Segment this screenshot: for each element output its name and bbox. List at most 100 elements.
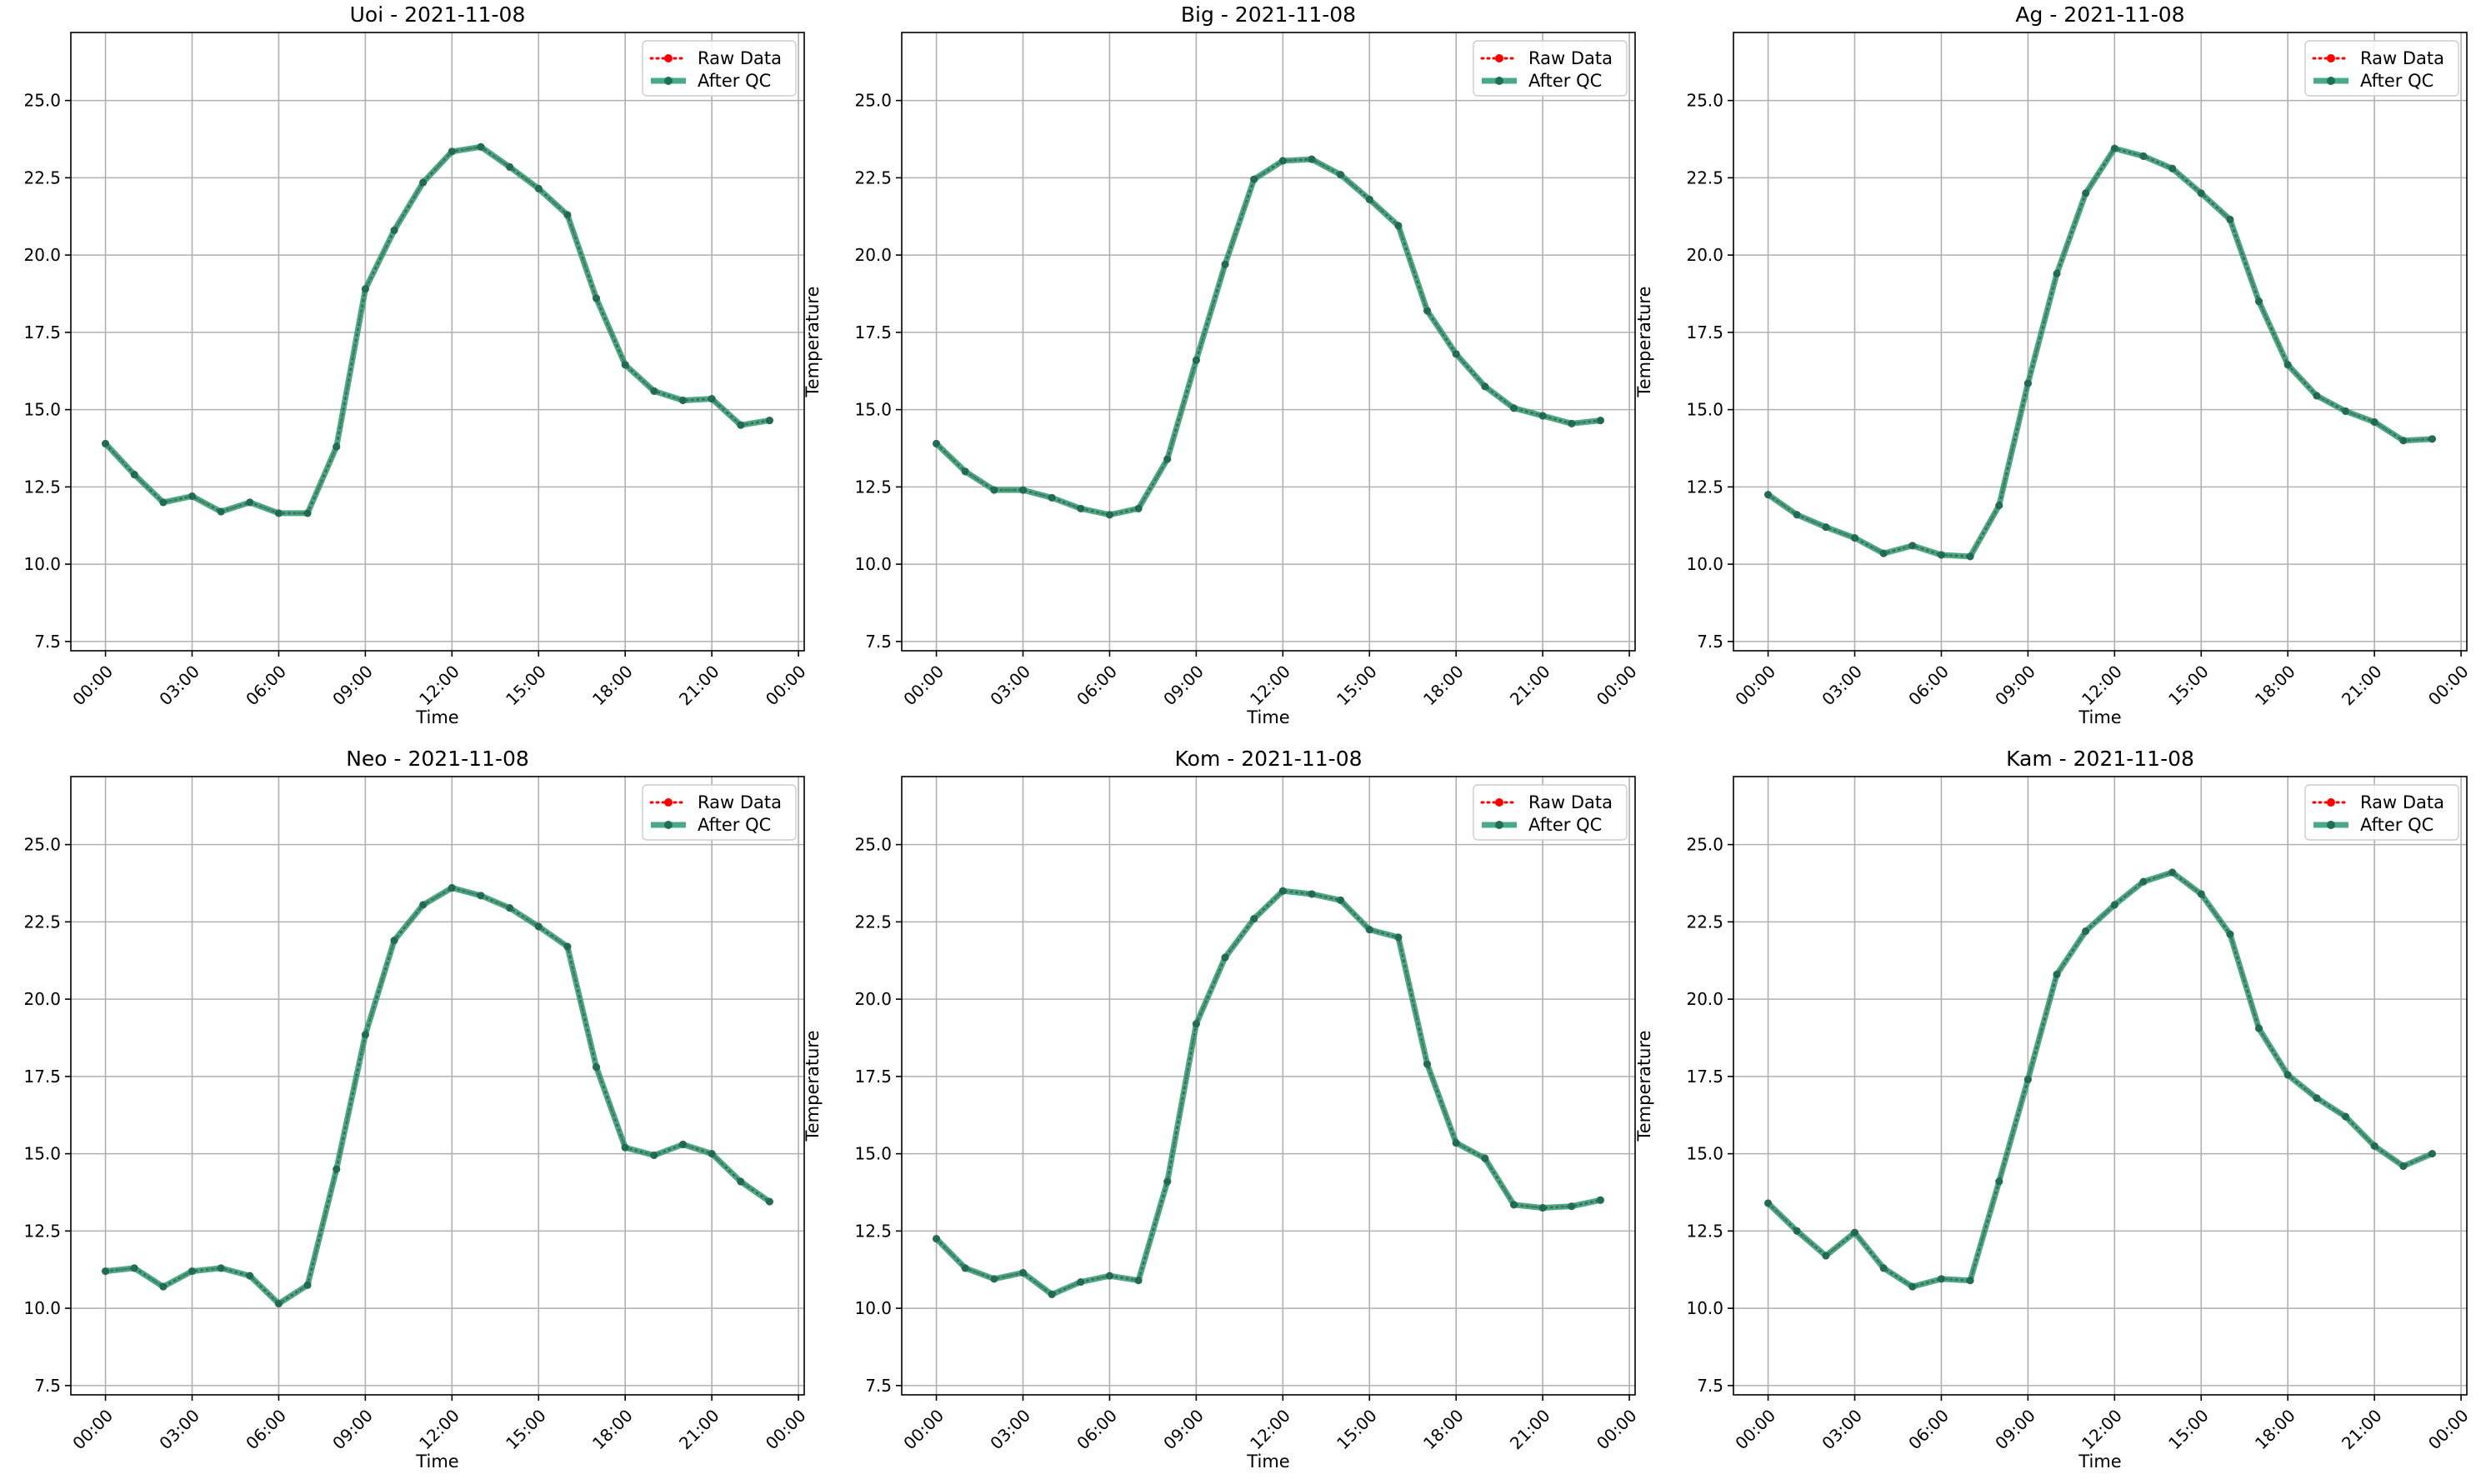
after-qc-point: [1077, 1278, 1085, 1287]
plot-area: [71, 777, 804, 1395]
y-axis-label: Temperature: [1634, 1030, 1654, 1142]
legend-label-raw-data: Raw Data: [2360, 48, 2444, 68]
subplot-title: Kam - 2021-11-08: [2006, 747, 2194, 771]
x-axis-label: Time: [415, 1452, 458, 1472]
after-qc-point: [333, 442, 341, 451]
y-tick-label: 7.5: [865, 632, 892, 652]
y-tick-label: 17.5: [854, 322, 892, 342]
after-qc-point: [1221, 953, 1229, 962]
after-qc-point: [2197, 890, 2205, 898]
x-tick-label: 06:00: [1073, 1406, 1121, 1454]
series-overlay-dots: [935, 890, 1601, 1296]
y-tick-label: 10.0: [854, 554, 892, 574]
legend-marker-after-qc: [2327, 77, 2335, 85]
y-tick-label: 15.0: [23, 400, 61, 420]
x-tick-label: 12:00: [2078, 662, 2126, 710]
y-tick-label: 25.0: [1686, 91, 1723, 111]
plot-area: [71, 32, 804, 651]
y-tick-label: 25.0: [854, 91, 892, 111]
y-axis-label: Temperature: [803, 1030, 823, 1142]
after-qc-point: [2023, 1076, 2032, 1084]
after-qc-point: [1077, 504, 1085, 512]
y-tick-label: 25.0: [23, 835, 61, 855]
after-qc-point: [990, 486, 998, 494]
x-tick-label: 00:00: [1731, 1406, 1779, 1454]
y-tick-label: 10.0: [1686, 554, 1723, 574]
y-tick-label: 12.5: [854, 1221, 892, 1241]
x-tick-label: 03:00: [1818, 662, 1866, 710]
y-tick-label: 10.0: [23, 554, 61, 574]
x-tick-label: 15:00: [1333, 662, 1381, 710]
x-tick-label: 06:00: [1904, 1406, 1953, 1454]
x-tick-label: 03:00: [155, 662, 203, 710]
axes-frame: [70, 32, 805, 652]
x-tick-label: 15:00: [502, 662, 550, 710]
after-qc-point: [1365, 926, 1373, 934]
axes-frame: [901, 32, 1636, 652]
series-line-after-qc: [1766, 869, 2433, 1290]
y-tick-label: 12.5: [854, 477, 892, 497]
subplot-4: 7.5 10.0 12.5 15.0 17.5 20.0 22.5 25.0 00:00 03:0…: [23, 747, 809, 1472]
after-qc-point: [2197, 189, 2205, 197]
y-tick-label: 17.5: [23, 1067, 61, 1087]
y-tick-label: 15.0: [1686, 400, 1723, 420]
after-qc-point: [1221, 260, 1229, 268]
legend-label-after-qc: After QC: [2360, 815, 2433, 835]
x-tick-label: 15:00: [2164, 1406, 2213, 1454]
x-tick-label: 18:00: [1419, 1406, 1468, 1454]
after-qc-point: [2428, 1150, 2436, 1158]
y-tick-label: 17.5: [23, 322, 61, 342]
y-tick-label: 22.5: [1686, 912, 1723, 932]
after-qc-point: [333, 1165, 341, 1173]
x-axis-label: Time: [1246, 1452, 1289, 1472]
x-tick-label: 09:00: [1159, 662, 1208, 710]
x-tick-label: 12:00: [2078, 1406, 2126, 1454]
axes-frame: [901, 776, 1636, 1396]
subplot-6: 7.5 10.0 12.5 15.0 17.5 20.0 22.5 25.0 00:00 03:0…: [1634, 747, 2473, 1472]
x-tick-label: 00:00: [1593, 1406, 1641, 1454]
legend-label-raw-data: Raw Data: [1528, 48, 1613, 68]
subplot-title: Neo - 2021-11-08: [346, 747, 529, 771]
x-tick-label: 00:00: [2424, 662, 2473, 710]
after-qc-point: [534, 184, 543, 192]
after-qc-point: [448, 884, 456, 892]
x-tick-label: 00:00: [1593, 662, 1641, 710]
after-qc-point: [1822, 1252, 1830, 1260]
after-qc-point: [1134, 1277, 1143, 1285]
after-qc-point: [1995, 1177, 2003, 1186]
subplot-title: Kom - 2021-11-08: [1175, 747, 1363, 771]
after-qc-point: [2053, 970, 2061, 978]
x-tick-label: 21:00: [1506, 662, 1554, 710]
y-tick-label: 12.5: [1686, 477, 1723, 497]
y-tick-label: 15.0: [854, 1144, 892, 1164]
x-tick-label: 21:00: [1506, 1406, 1554, 1454]
x-tick-label: 09:00: [1159, 1406, 1208, 1454]
x-tick-label: 18:00: [588, 1406, 637, 1454]
after-qc-point: [1481, 1154, 1489, 1162]
after-qc-point: [2428, 435, 2436, 443]
subplot-3: 7.5 10.0 12.5 15.0 17.5 20.0 22.5 25.0 00:00 03:0…: [1634, 2, 2473, 727]
after-qc-point: [159, 1282, 168, 1291]
after-qc-point: [2110, 901, 2118, 909]
y-tick-label: 15.0: [23, 1144, 61, 1164]
legend-label-after-qc: After QC: [2360, 71, 2433, 91]
x-tick-label: 15:00: [502, 1406, 550, 1454]
x-tick-label: 00:00: [899, 662, 948, 710]
subplot-title: Uoi - 2021-11-08: [350, 2, 526, 27]
after-qc-point: [1568, 419, 1576, 427]
x-axis-label: Time: [415, 707, 458, 727]
y-tick-label: 7.5: [34, 1376, 61, 1396]
after-qc-point: [2082, 189, 2090, 197]
plot-area: [1733, 32, 2467, 651]
y-tick-label: 15.0: [854, 400, 892, 420]
after-qc-point: [593, 294, 601, 302]
y-tick-label: 7.5: [34, 632, 61, 652]
subplot-2: 7.5 10.0 12.5 15.0 17.5 20.0 22.5 25.0 00:00 03:0…: [803, 2, 1641, 727]
after-qc-point: [303, 509, 312, 517]
legend-label-raw-data: Raw Data: [1528, 792, 1613, 812]
after-qc-point: [1538, 412, 1547, 420]
after-qc-point: [1250, 175, 1258, 183]
legend-marker-raw-data: [1495, 54, 1503, 62]
x-tick-label: 00:00: [762, 662, 810, 710]
legend: Raw Data After QC: [642, 784, 797, 841]
